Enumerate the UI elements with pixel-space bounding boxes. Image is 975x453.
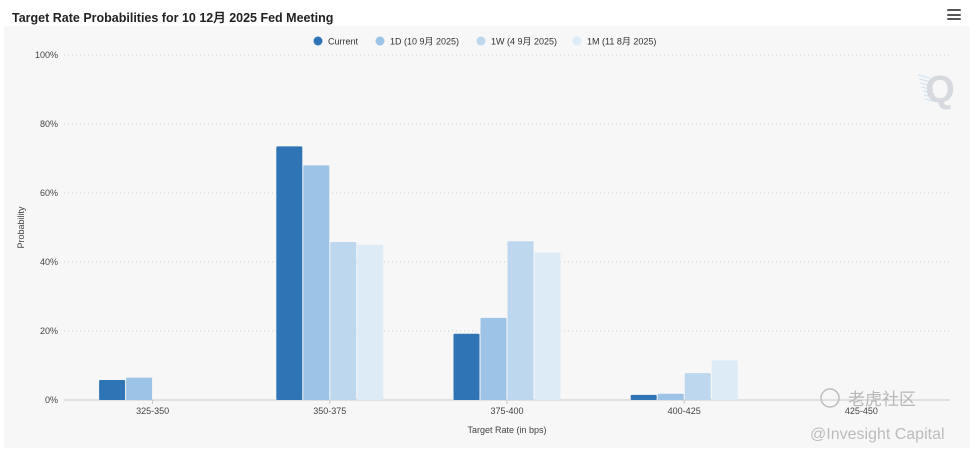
watermark-line2: @Invesight Capital: [810, 426, 945, 443]
x-tick-label: 400-425: [668, 406, 701, 416]
logo-stroke: [923, 94, 937, 99]
bar-350-375-series-0: [276, 146, 303, 400]
bar-350-375-series-1: [303, 165, 330, 400]
logo-stroke: [922, 90, 935, 95]
chart-title: Target Rate Probabilities for 10 12月 202…: [12, 11, 334, 25]
legend-label-3: 1M (11 8月 2025): [587, 37, 656, 47]
bar-350-375-series-3: [357, 244, 384, 400]
x-tick-label: 325-350: [136, 406, 169, 416]
legend-label-1: 1D (10 9月 2025): [390, 37, 459, 47]
community-watermark: [820, 388, 840, 408]
tiger-logo-icon: [820, 388, 840, 408]
hamburger-menu-icon[interactable]: [947, 9, 961, 21]
y-tick-label: 80%: [40, 119, 58, 129]
bar-400-425-series-1: [657, 393, 684, 400]
logo-stroke: [921, 86, 934, 91]
y-tick-label: 20%: [40, 326, 58, 336]
y-tick-label: 100%: [35, 50, 58, 60]
bar-350-375-series-2: [330, 241, 357, 400]
legend-marker-0: [313, 36, 323, 46]
x-tick-label: 425-450: [845, 406, 878, 416]
logo-stroke: [920, 82, 933, 87]
bar-375-400-series-2: [507, 241, 534, 400]
y-axis-title: Probability: [16, 206, 26, 249]
legend-marker-3: [572, 36, 582, 46]
y-tick-label: 60%: [40, 188, 58, 198]
bar-400-425-series-3: [711, 360, 738, 400]
bar-400-425-series-2: [684, 373, 711, 400]
q-logo-icon: Q: [925, 69, 955, 111]
watermark-line1: 老虎社区: [848, 390, 916, 409]
bar-375-400-series-3: [534, 252, 561, 400]
logo-stroke: [925, 98, 938, 103]
bar-325-350-series-1: [126, 377, 153, 400]
bar-400-425-series-0: [630, 394, 657, 400]
legend-marker-1: [375, 36, 385, 46]
logo-stroke: [919, 78, 932, 83]
bar-325-350-series-0: [99, 379, 126, 400]
legend-label-0: Current: [328, 37, 359, 47]
x-tick-label: 375-400: [490, 406, 523, 416]
bar-375-400-series-1: [480, 317, 507, 400]
x-tick-label: 350-375: [313, 406, 346, 416]
legend-marker-2: [476, 36, 486, 46]
y-tick-label: 40%: [40, 257, 58, 267]
legend-label-2: 1W (4 9月 2025): [491, 37, 557, 47]
x-axis-title: Target Rate (in bps): [467, 425, 546, 435]
y-tick-label: 0%: [45, 395, 58, 405]
bar-375-400-series-0: [453, 333, 480, 400]
logo-stroke: [917, 74, 931, 79]
